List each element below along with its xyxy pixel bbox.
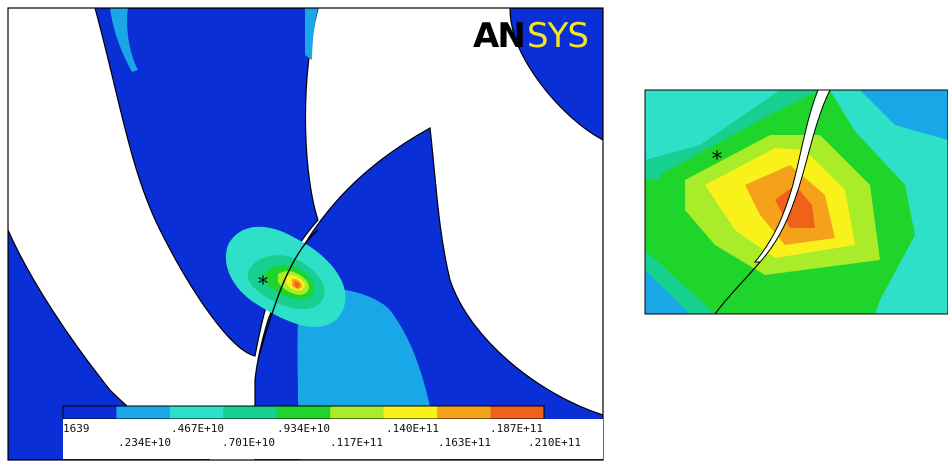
legend-label-bottom-2: .701E+10 (222, 436, 275, 449)
contact-marker: * (258, 271, 268, 295)
legend-label-bottom-5: .210E+11 (528, 436, 581, 449)
left-gear-right-band (305, 8, 318, 60)
legend-swatch (490, 406, 545, 419)
contact-contour-7 (294, 281, 300, 289)
legend-swatch (116, 406, 171, 419)
legend-label-bottom-1: .234E+10 (118, 436, 171, 449)
ansys-logo-an: AN (473, 16, 524, 56)
legend-swatch (276, 406, 331, 419)
zoom-marker: * (712, 146, 722, 170)
upper-right-gear-body (509, 8, 603, 141)
zoom-detail-view: * (644, 89, 948, 315)
legend-swatch (330, 406, 385, 419)
legend-label-top-2: .467E+10 (171, 422, 224, 435)
color-legend: 1639 .467E+10 .934E+10 .140E+11 .187E+11… (62, 405, 603, 459)
zoom-blue-corner (645, 270, 690, 314)
contact-line (257, 229, 319, 361)
zoom-blue-right (860, 90, 948, 140)
left-gear-edge-band (110, 8, 138, 72)
legend-label-top-1: 1639 (63, 422, 90, 435)
legend-swatch (223, 406, 278, 419)
legend-swatch (383, 406, 438, 419)
legend-label-top-5: .187E+11 (490, 422, 543, 435)
legend-label-bottom-3: .117E+11 (330, 436, 383, 449)
zoom-cyan-right (830, 90, 948, 314)
legend-swatch (169, 406, 224, 419)
zoom-cyan-left (645, 90, 780, 160)
legend-swatch (63, 406, 117, 419)
legend-color-bar (63, 406, 545, 419)
legend-label-top-4: .140E+11 (386, 422, 439, 435)
legend-label-bottom-4: .163E+11 (438, 436, 491, 449)
zoom-contact-line (714, 261, 761, 314)
legend-swatch (437, 406, 492, 419)
ansys-logo-sys: SYS (527, 16, 588, 56)
legend-label-top-3: .934E+10 (277, 422, 330, 435)
main-contour-view: AN SYS * 1639 .467E+10 .934E+10 .140E+11… (7, 7, 604, 461)
